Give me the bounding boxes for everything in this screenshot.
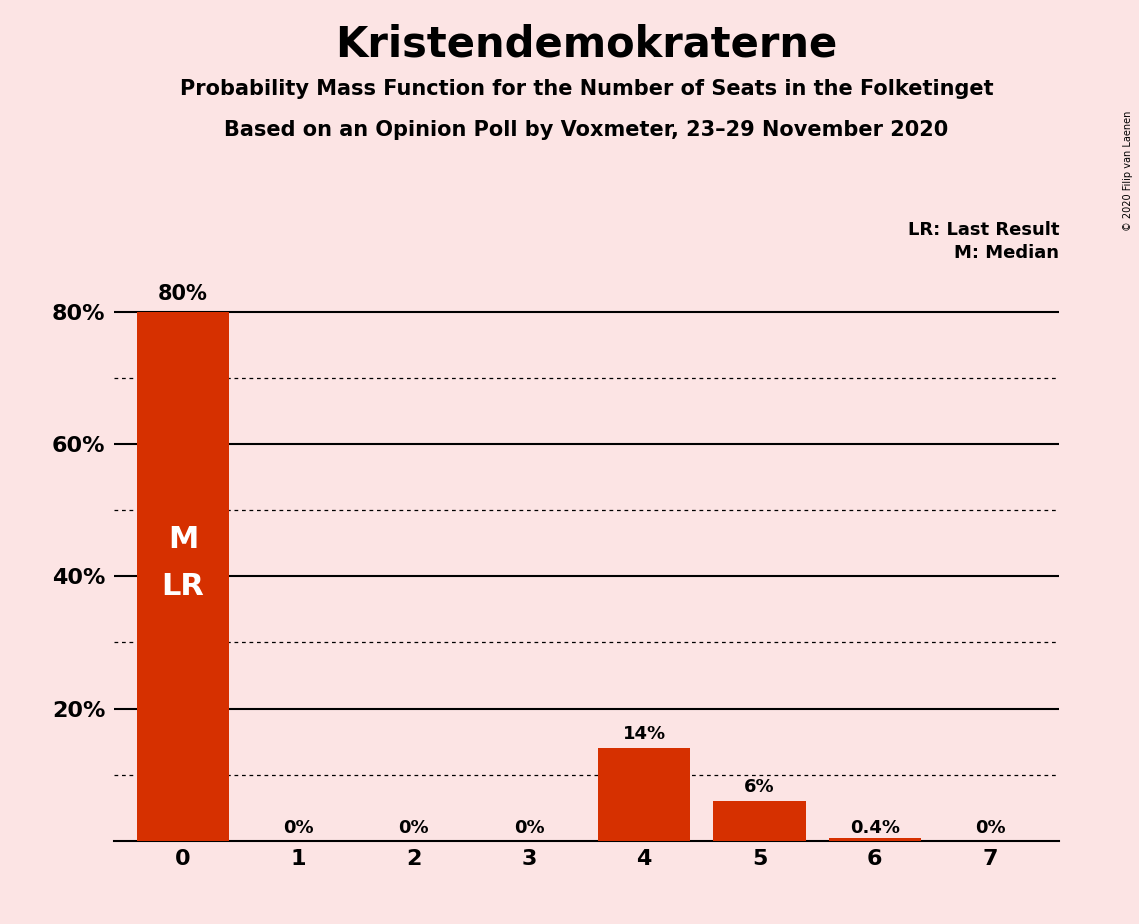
Text: Probability Mass Function for the Number of Seats in the Folketinget: Probability Mass Function for the Number… — [180, 79, 993, 99]
Text: © 2020 Filip van Laenen: © 2020 Filip van Laenen — [1123, 111, 1133, 231]
Text: LR: Last Result: LR: Last Result — [908, 221, 1059, 239]
Text: LR: LR — [162, 572, 205, 601]
Text: 0%: 0% — [399, 819, 429, 837]
Text: 0%: 0% — [514, 819, 544, 837]
Text: 80%: 80% — [158, 284, 208, 304]
Text: Kristendemokraterne: Kristendemokraterne — [336, 23, 837, 65]
Text: 0%: 0% — [975, 819, 1006, 837]
Text: Based on an Opinion Poll by Voxmeter, 23–29 November 2020: Based on an Opinion Poll by Voxmeter, 23… — [224, 120, 949, 140]
Text: 0%: 0% — [284, 819, 313, 837]
Bar — [137, 311, 229, 841]
Text: M: M — [167, 526, 198, 554]
Text: M: Median: M: Median — [954, 244, 1059, 262]
Bar — [713, 801, 805, 841]
Text: 14%: 14% — [623, 725, 666, 743]
Text: 6%: 6% — [744, 778, 775, 796]
Bar — [829, 838, 921, 841]
Text: 0.4%: 0.4% — [850, 819, 900, 837]
Bar — [598, 748, 690, 841]
